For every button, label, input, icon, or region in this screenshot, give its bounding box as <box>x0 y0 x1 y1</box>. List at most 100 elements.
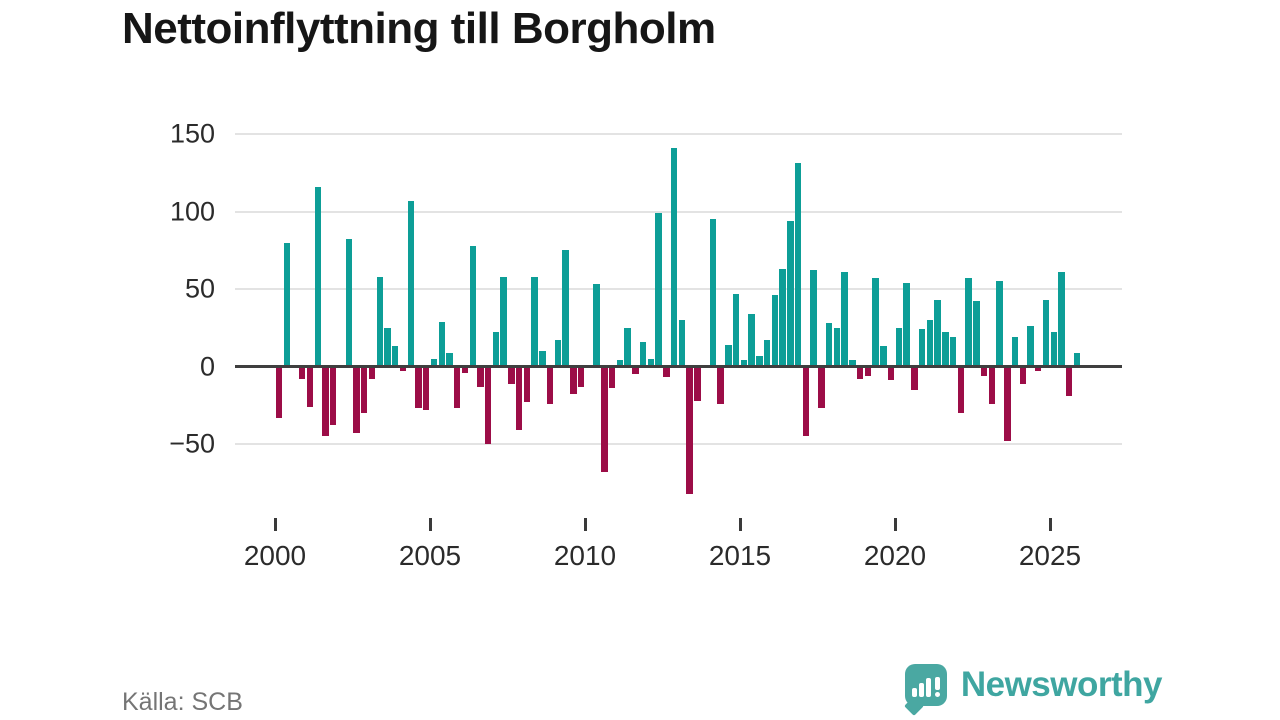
bar-2004-q2 <box>407 200 414 367</box>
speech-bubble-tail <box>903 696 924 716</box>
bar-chart-bubble-icon <box>903 664 947 716</box>
bar-2007-q4 <box>515 366 523 431</box>
bar-2025-q1 <box>1050 332 1057 367</box>
gridline-50 <box>235 288 1122 290</box>
gridline-100 <box>235 210 1122 213</box>
bar-2014-q1 <box>709 219 717 367</box>
x-axis-tick-2015 <box>738 518 742 531</box>
bar-2020-q3 <box>911 366 918 390</box>
bar-2010-q3 <box>601 366 608 472</box>
newsworthy-logo: Newsworthy <box>903 664 1163 716</box>
bar-2018-q1 <box>833 327 841 367</box>
plot-area: 150 100 50 0 −50 2000 2005 2010 2015 2020 2025 <box>169 118 1122 571</box>
y-axis-label-150: 150 <box>169 118 215 149</box>
bar-2022-q1 <box>957 366 964 413</box>
bar-2022-q4 <box>980 366 988 376</box>
bar-2009-q4 <box>577 366 585 387</box>
bar-2013-q3 <box>694 366 701 401</box>
bar-2004-q3 <box>415 366 422 409</box>
bar-2020-q4 <box>918 329 926 367</box>
bar-2024-q4 <box>1042 299 1050 367</box>
bar-2020-q2 <box>903 282 910 367</box>
y-axis-label--50: −50 <box>169 428 215 459</box>
y-axis-label-0: 0 <box>199 351 215 381</box>
bar-2009-q1 <box>554 340 562 367</box>
bar-2022-q3 <box>973 301 980 367</box>
source-text: Källa: SCB <box>122 688 243 716</box>
bar-2008-q4 <box>546 366 554 404</box>
bar-2001-q3 <box>322 366 329 437</box>
gridline--50 <box>235 443 1122 445</box>
bar-2011-q3 <box>632 366 639 375</box>
bar-2011-q4 <box>639 341 647 367</box>
newsworthy-wordmark: Newsworthy <box>960 665 1163 704</box>
bar-2006-q2 <box>469 245 476 367</box>
x-axis-tick-2020 <box>893 518 897 531</box>
exclamation-icon <box>934 677 940 690</box>
x-axis-label-2025: 2025 <box>1018 540 1082 571</box>
bar-2001-q4 <box>330 366 337 426</box>
x-axis-label-2000: 2000 <box>243 540 307 571</box>
bar-2023-q4 <box>1011 337 1019 367</box>
bar-2014-q2 <box>717 366 724 404</box>
bar-2013-q2 <box>686 366 693 494</box>
bar-2024-q3 <box>1035 366 1042 372</box>
bar-2009-q3 <box>570 366 577 395</box>
bar-2022-q2 <box>965 278 972 367</box>
bar-2007-q3 <box>508 366 515 384</box>
gridline-150 <box>235 133 1122 135</box>
bar-2015-q4 <box>763 340 771 367</box>
bar-2012-q2 <box>655 213 662 367</box>
x-axis-tick-2010 <box>583 518 587 531</box>
bar-2010-q4 <box>608 366 616 389</box>
bar-2001-q2 <box>314 186 321 367</box>
bar-2001-q1 <box>306 366 314 407</box>
bar-2019-q2 <box>872 278 879 367</box>
bar-2010-q2 <box>593 284 600 367</box>
page-title: Nettoinflyttning till Borgholm <box>122 4 716 53</box>
bar-2025-q3 <box>1066 366 1073 396</box>
bar-2005-q1 <box>430 358 438 367</box>
x-axis-tick-2025 <box>1048 518 1052 531</box>
bar-2017-q1 <box>802 366 810 437</box>
bar-2003-q1 <box>368 366 376 379</box>
bar-2003-q3 <box>384 327 391 367</box>
bar-2014-q4 <box>732 293 740 367</box>
bar-2018-q2 <box>841 271 848 367</box>
bar-2019-q4 <box>887 366 895 381</box>
bar-2013-q1 <box>678 320 686 367</box>
bar-2023-q1 <box>988 366 995 404</box>
bar-2025-q2 <box>1058 271 1065 367</box>
bar-2024-q1 <box>1019 366 1026 384</box>
bar-2002-q2 <box>345 239 352 367</box>
bar-2016-q4 <box>794 163 802 367</box>
x-axis-label-2010: 2010 <box>553 540 617 571</box>
bar-2018-q4 <box>856 366 864 379</box>
bar-2008-q2 <box>531 276 538 367</box>
bar-2021-q4 <box>949 337 957 367</box>
bar-2012-q1 <box>647 358 655 367</box>
bar-2021-q1 <box>926 320 934 367</box>
bar-2017-q2 <box>810 270 817 367</box>
bar-2006-q4 <box>484 366 492 444</box>
bar-2000-q4 <box>299 366 306 379</box>
bar-2020-q1 <box>895 327 903 367</box>
bar-2012-q3 <box>663 366 670 378</box>
bar-2016-q1 <box>771 295 779 367</box>
bar-2019-q1 <box>864 366 872 376</box>
bar-2021-q3 <box>942 332 949 367</box>
bar-2018-q3 <box>849 360 856 367</box>
bar-2005-q4 <box>454 366 461 409</box>
zero-line <box>235 365 1122 368</box>
x-axis-label-2020: 2020 <box>863 540 927 571</box>
bar-2000-q2 <box>283 242 290 367</box>
bar-2023-q2 <box>996 281 1003 367</box>
bar-2004-q4 <box>423 366 430 410</box>
bar-2016-q3 <box>787 220 794 367</box>
bar-2015-q3 <box>756 355 763 367</box>
bar-2003-q4 <box>392 346 399 367</box>
bar-2015-q1 <box>740 360 748 367</box>
bar-2015-q2 <box>748 313 755 367</box>
x-axis-tick-2005 <box>428 518 432 531</box>
